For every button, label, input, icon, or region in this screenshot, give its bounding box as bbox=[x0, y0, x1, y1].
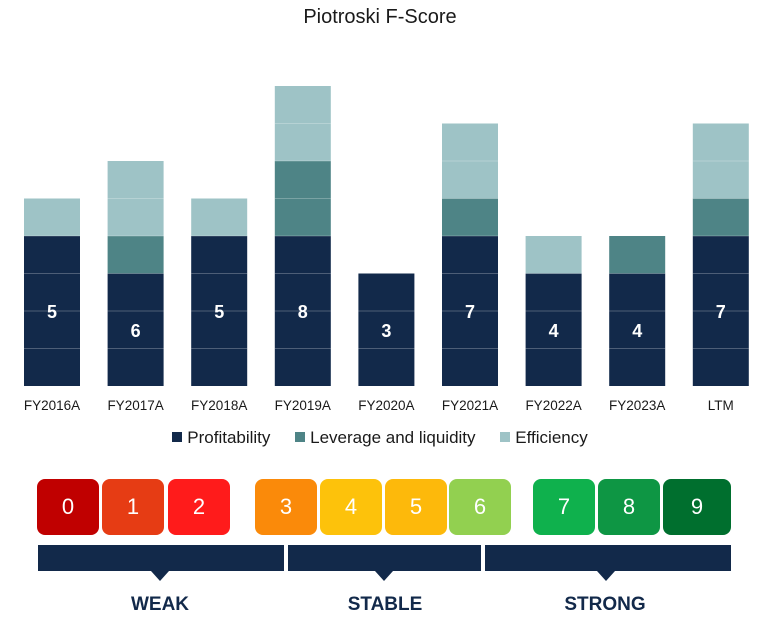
bar-ltm-leverage-and-liquidity bbox=[692, 198, 749, 236]
bar-fy2020a-profitability bbox=[358, 273, 415, 386]
legend-swatch-leverage bbox=[295, 432, 306, 442]
bar-fy2018a-profitability bbox=[191, 236, 248, 386]
x-tick-fy2019a: FY2019A bbox=[275, 398, 331, 413]
legend-label-profitability: Profitability bbox=[187, 428, 271, 447]
data-label-fy2016a: 5 bbox=[47, 302, 57, 322]
score-box-1: 1 bbox=[102, 479, 164, 535]
score-box-3: 3 bbox=[255, 479, 317, 535]
x-tick-fy2022a: FY2022A bbox=[525, 398, 581, 413]
x-tick-fy2018a: FY2018A bbox=[191, 398, 247, 413]
bar-fy2017a-profitability bbox=[107, 273, 164, 386]
score-box-2: 2 bbox=[168, 479, 230, 535]
bar-fy2018a-efficiency bbox=[191, 198, 248, 236]
data-label-fy2022a: 4 bbox=[549, 321, 559, 341]
legend-swatch-profitability bbox=[172, 432, 183, 442]
data-label-fy2019a: 8 bbox=[298, 302, 308, 322]
data-label-ltm: 7 bbox=[716, 302, 726, 322]
band-label-stable: STABLE bbox=[347, 594, 423, 615]
bar-fy2016a-profitability bbox=[24, 236, 80, 386]
bar-fy2017a-leverage-and-liquidity bbox=[107, 236, 164, 274]
x-tick-fy2021a: FY2021A bbox=[442, 398, 498, 413]
bar-ltm-profitability bbox=[692, 236, 749, 386]
score-box-6: 6 bbox=[449, 479, 511, 535]
data-label-fy2021a: 7 bbox=[465, 302, 475, 322]
band-strong bbox=[485, 545, 731, 571]
legend-swatch-efficiency bbox=[500, 432, 511, 442]
bar-fy2016a-efficiency bbox=[24, 198, 80, 236]
score-box-7: 7 bbox=[533, 479, 595, 535]
legend-label-efficiency: Efficiency bbox=[515, 428, 588, 447]
data-label-fy2023a: 4 bbox=[632, 321, 642, 341]
x-tick-fy2016a: FY2016A bbox=[24, 398, 80, 413]
chart-title: Piotroski F-Score bbox=[303, 6, 457, 28]
arrow-stable-icon bbox=[375, 571, 393, 581]
bar-fy2023a-profitability bbox=[609, 273, 666, 386]
score-box-0: 0 bbox=[37, 479, 99, 535]
band-stable bbox=[288, 545, 481, 571]
x-tick-fy2017a: FY2017A bbox=[107, 398, 163, 413]
bar-fy2019a-leverage-and-liquidity bbox=[274, 161, 331, 236]
data-label-fy2020a: 3 bbox=[381, 321, 391, 341]
score-box-5: 5 bbox=[385, 479, 447, 535]
data-label-fy2017a: 6 bbox=[131, 321, 141, 341]
bar-fy2021a-leverage-and-liquidity bbox=[442, 198, 498, 236]
legend-label-leverage: Leverage and liquidity bbox=[310, 428, 476, 447]
legend-item-leverage: Leverage and liquidity bbox=[295, 428, 476, 448]
score-box-9: 9 bbox=[663, 479, 731, 535]
arrow-weak-icon bbox=[151, 571, 169, 581]
piotroski-bar-chart: 5 FY2016A 6 FY2017A 5 FY2018A 8 FY2019A 3 FY2020A… bbox=[24, 86, 749, 413]
data-label-fy2018a: 5 bbox=[214, 302, 224, 322]
bar-fy2022a-efficiency bbox=[525, 236, 582, 274]
bar-fy2019a-profitability bbox=[274, 236, 331, 386]
x-tick-fy2020a: FY2020A bbox=[358, 398, 414, 413]
bar-fy2022a-profitability bbox=[525, 273, 582, 386]
band-label-weak: WEAK bbox=[130, 594, 190, 615]
bar-fy2021a-efficiency bbox=[442, 123, 498, 199]
bar-fy2019a-efficiency bbox=[274, 86, 331, 161]
bar-fy2021a-profitability bbox=[442, 236, 498, 386]
chart-legend: Profitability Leverage and liquidity Eff… bbox=[0, 428, 760, 448]
bar-fy2017a-efficiency bbox=[107, 161, 164, 236]
bar-ltm-efficiency bbox=[692, 123, 749, 199]
x-tick-fy2023a: FY2023A bbox=[609, 398, 665, 413]
x-tick-ltm: LTM bbox=[708, 398, 734, 413]
legend-item-profitability: Profitability bbox=[172, 428, 270, 448]
arrow-strong-icon bbox=[597, 571, 615, 581]
score-box-8: 8 bbox=[598, 479, 660, 535]
legend-item-efficiency: Efficiency bbox=[500, 428, 588, 448]
band-label-strong: STRONG bbox=[564, 594, 646, 615]
score-box-4: 4 bbox=[320, 479, 382, 535]
band-weak bbox=[38, 545, 284, 571]
bar-fy2023a-leverage-and-liquidity bbox=[609, 236, 666, 274]
